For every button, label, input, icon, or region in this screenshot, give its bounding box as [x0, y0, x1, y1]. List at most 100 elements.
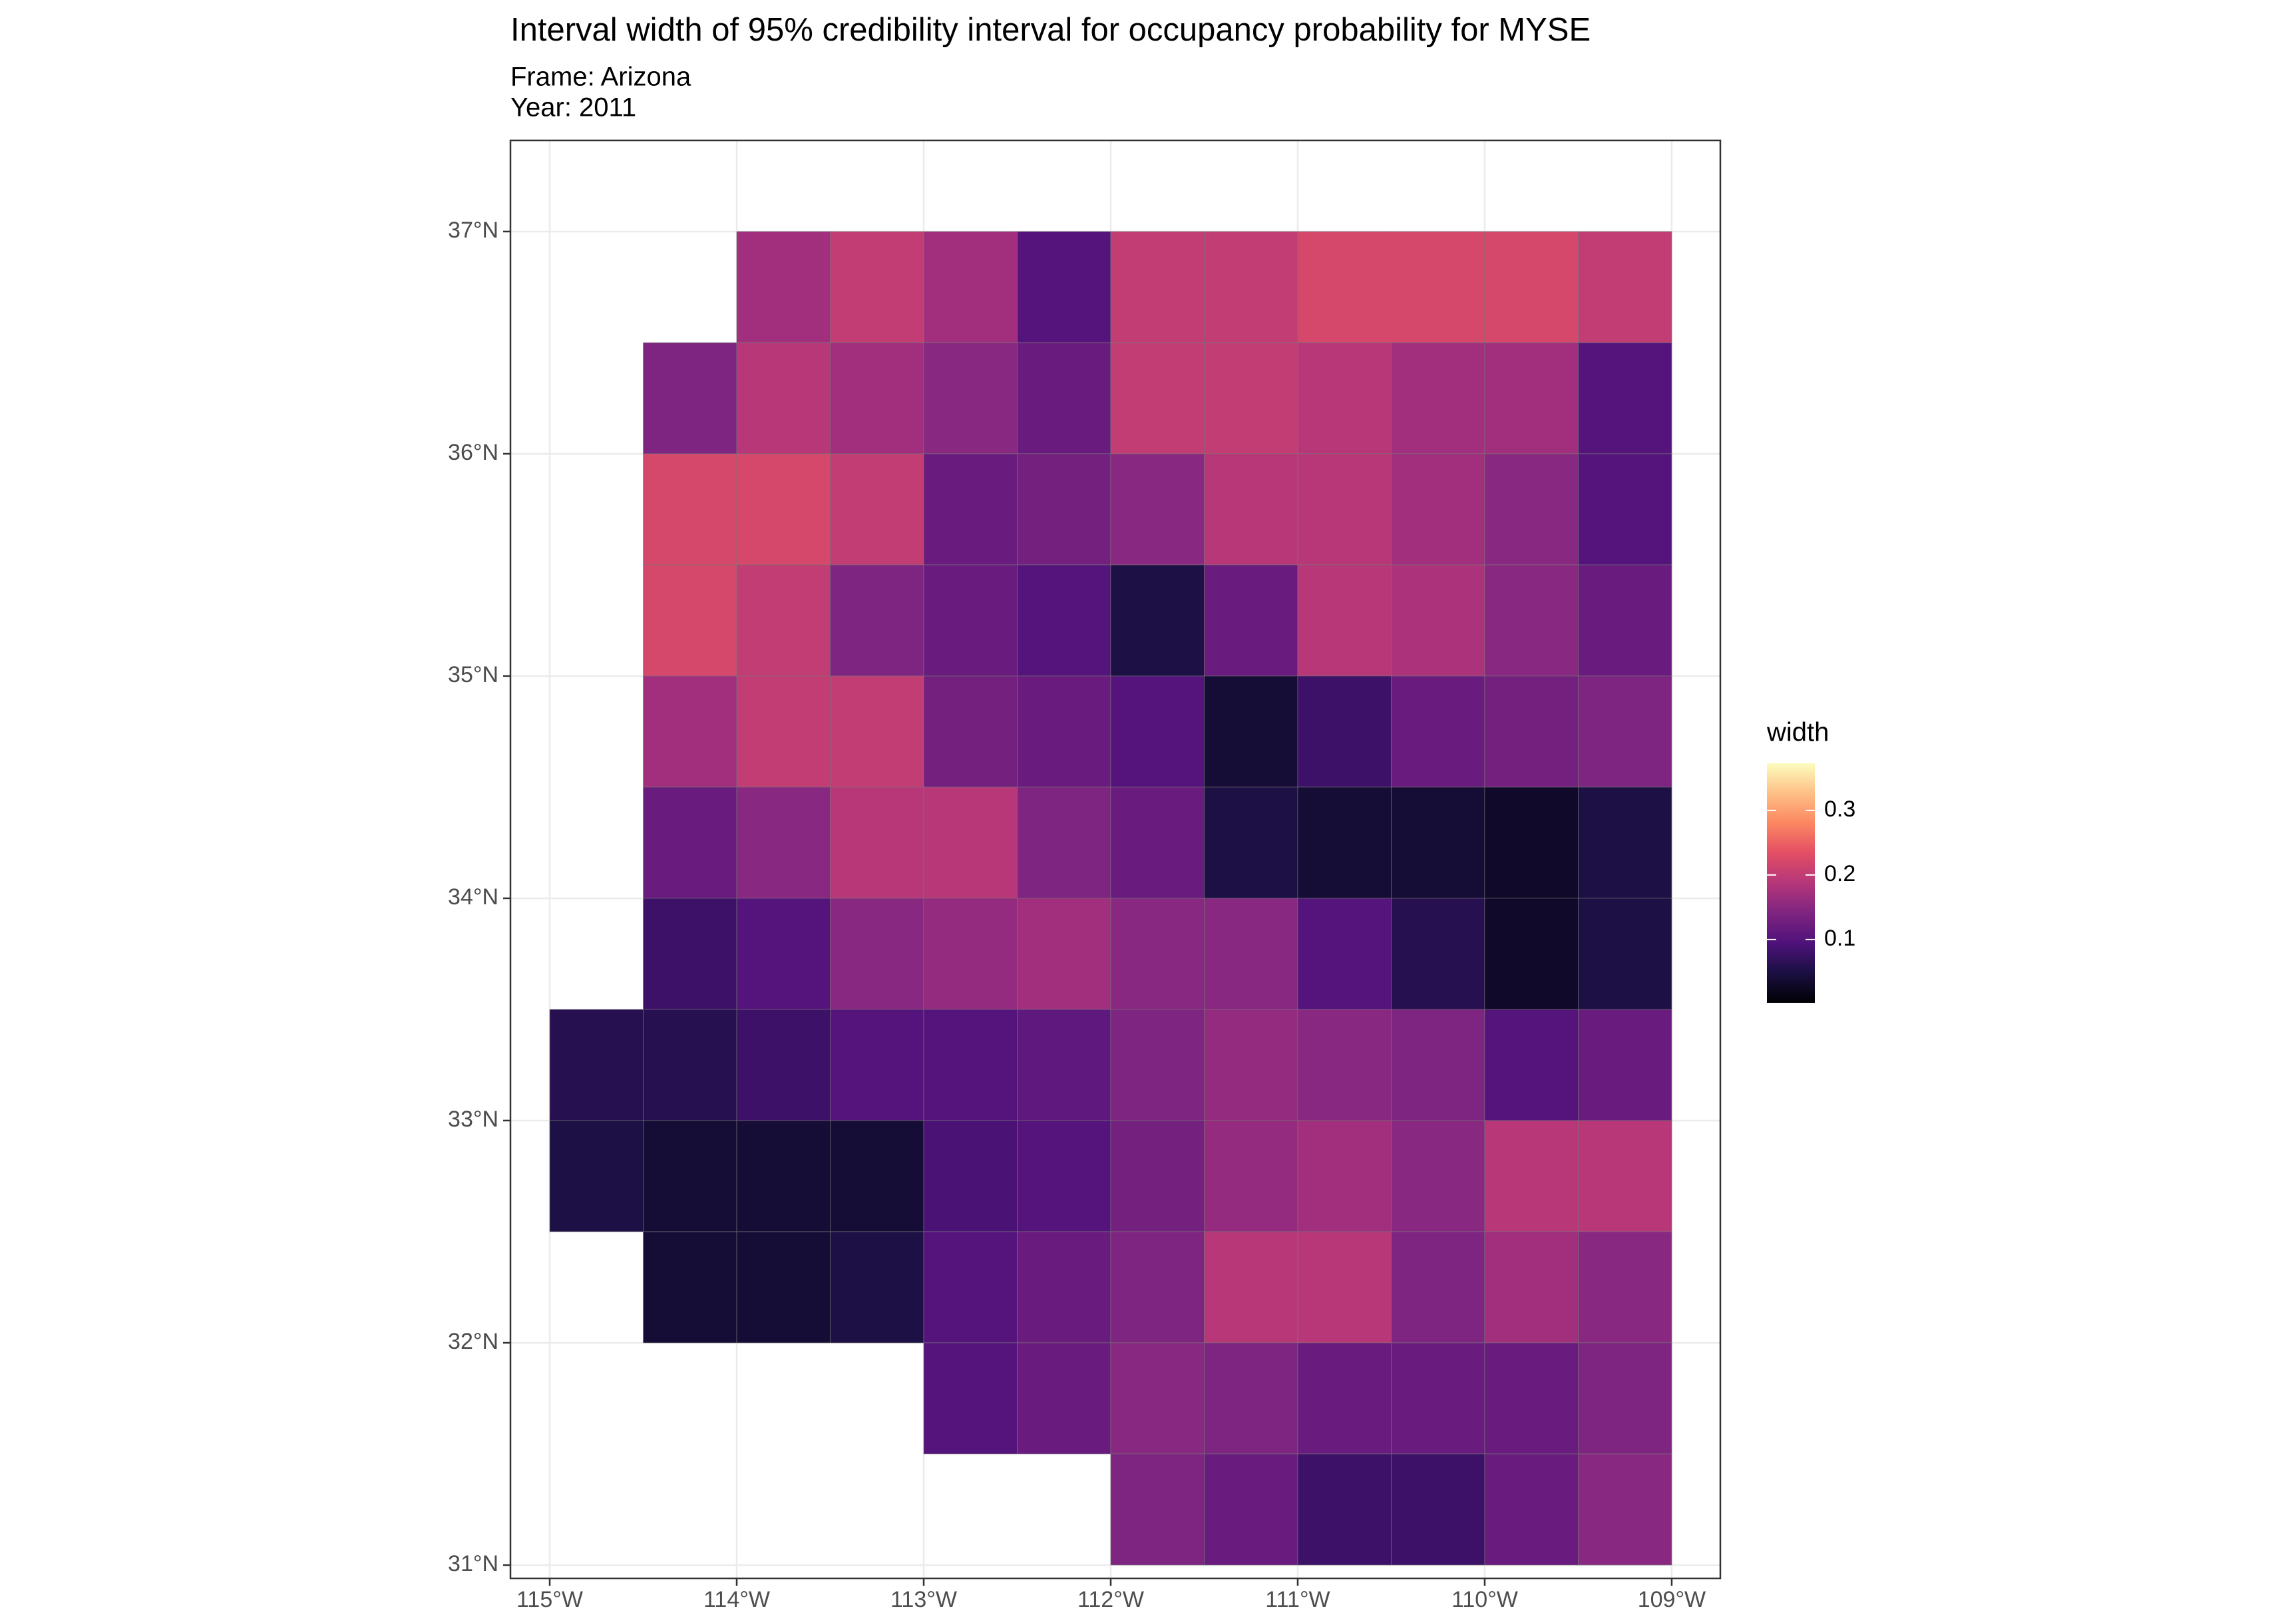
raster-cell [1204, 564, 1298, 677]
raster-cell [643, 898, 737, 1010]
raster-cell [923, 564, 1018, 677]
raster-cell [830, 1120, 924, 1232]
raster-cell [736, 1231, 831, 1344]
raster-cell [1391, 787, 1485, 899]
raster-cell [830, 1231, 924, 1344]
raster-cell [1484, 787, 1579, 899]
raster-cell [1578, 1342, 1672, 1455]
x-tick-label: 110°W [1451, 1587, 1518, 1612]
raster-cell [1204, 1231, 1298, 1344]
raster-cell [1391, 675, 1485, 788]
raster-cell [1484, 453, 1579, 566]
raster-cell [1391, 898, 1485, 1010]
raster-cell [736, 675, 831, 788]
raster-cell [1391, 342, 1485, 454]
raster-cell [1017, 1120, 1111, 1232]
raster-cell [1204, 342, 1298, 454]
raster-cell [1110, 342, 1205, 454]
raster-layer [549, 231, 1672, 1566]
raster-cell [923, 453, 1018, 566]
raster-cell [830, 564, 924, 677]
legend-tick-label: 0.2 [1824, 861, 1855, 886]
raster-cell [1578, 1120, 1672, 1232]
raster-cell [1017, 1231, 1111, 1344]
x-tick-label: 109°W [1638, 1587, 1706, 1612]
raster-cell [736, 1120, 831, 1232]
raster-cell [923, 231, 1018, 343]
raster-cell [1110, 231, 1205, 343]
raster-cell [1297, 1453, 1392, 1566]
raster-cell [643, 564, 737, 677]
raster-cell [923, 1120, 1018, 1232]
raster-cell [1017, 787, 1111, 899]
raster-cell [923, 787, 1018, 899]
raster-cell [1391, 1342, 1485, 1455]
raster-cell [1204, 1342, 1298, 1455]
raster-cell [1578, 898, 1672, 1010]
raster-cell [1578, 564, 1672, 677]
raster-cell [736, 898, 831, 1010]
raster-cell [1110, 453, 1205, 566]
y-tick-label: 33°N [448, 1107, 498, 1132]
raster-cell [923, 1342, 1018, 1455]
x-tick-label: 114°W [703, 1587, 770, 1612]
raster-cell [1297, 1342, 1392, 1455]
raster-cell [1297, 898, 1392, 1010]
raster-cell [1578, 231, 1672, 343]
raster-cell [736, 787, 831, 899]
raster-cell [1110, 1342, 1205, 1455]
raster-cell [1578, 675, 1672, 788]
raster-cell [1204, 1120, 1298, 1232]
raster-cell [643, 342, 737, 454]
raster-cell [1484, 898, 1579, 1010]
raster-cell [1297, 342, 1392, 454]
raster-cell [1204, 453, 1298, 566]
raster-cell [1204, 1453, 1298, 1566]
raster-cell [1484, 1342, 1579, 1455]
raster-cell [643, 675, 737, 788]
panel-border [509, 139, 1722, 1580]
y-tick-label: 37°N [448, 218, 498, 243]
raster-cell [1484, 564, 1579, 677]
raster-cell [1297, 453, 1392, 566]
raster-cell [1578, 1453, 1672, 1566]
raster-cell [643, 1120, 737, 1232]
raster-cell [923, 1231, 1018, 1344]
y-tick-label: 35°N [448, 662, 498, 687]
x-tick-label: 111°W [1265, 1587, 1330, 1612]
raster-cell [1297, 1009, 1392, 1121]
raster-cell [830, 453, 924, 566]
raster-cell [830, 675, 924, 788]
raster-cell [1017, 564, 1111, 677]
raster-cell [1110, 898, 1205, 1010]
raster-cell [1297, 1231, 1392, 1344]
raster-cell [1297, 1120, 1392, 1232]
raster-cell [830, 898, 924, 1010]
raster-cell [736, 342, 831, 454]
raster-cell [1017, 1009, 1111, 1121]
raster-cell [1578, 1231, 1672, 1344]
raster-cell [1110, 564, 1205, 677]
x-tick-label: 113°W [890, 1587, 957, 1612]
y-tick-label: 34°N [448, 884, 498, 910]
raster-cell [923, 1009, 1018, 1121]
raster-cell [1110, 1120, 1205, 1232]
raster-cell [736, 564, 831, 677]
raster-cell [643, 787, 737, 899]
y-tick-label: 32°N [448, 1329, 498, 1354]
chart-title: Interval width of 95% credibility interv… [510, 12, 1591, 48]
raster-cell [923, 675, 1018, 788]
raster-cell [1391, 1231, 1485, 1344]
raster-cell [830, 231, 924, 343]
chart-subtitle: Frame: Arizona [510, 63, 691, 92]
raster-cell [1578, 1009, 1672, 1121]
raster-cell [1578, 453, 1672, 566]
raster-cell [736, 453, 831, 566]
raster-cell [1017, 1342, 1111, 1455]
x-tick-label: 115°W [516, 1587, 583, 1612]
chart-subtitle: Year: 2011 [510, 93, 636, 122]
raster-cell [549, 1120, 644, 1232]
raster-cell [1110, 675, 1205, 788]
